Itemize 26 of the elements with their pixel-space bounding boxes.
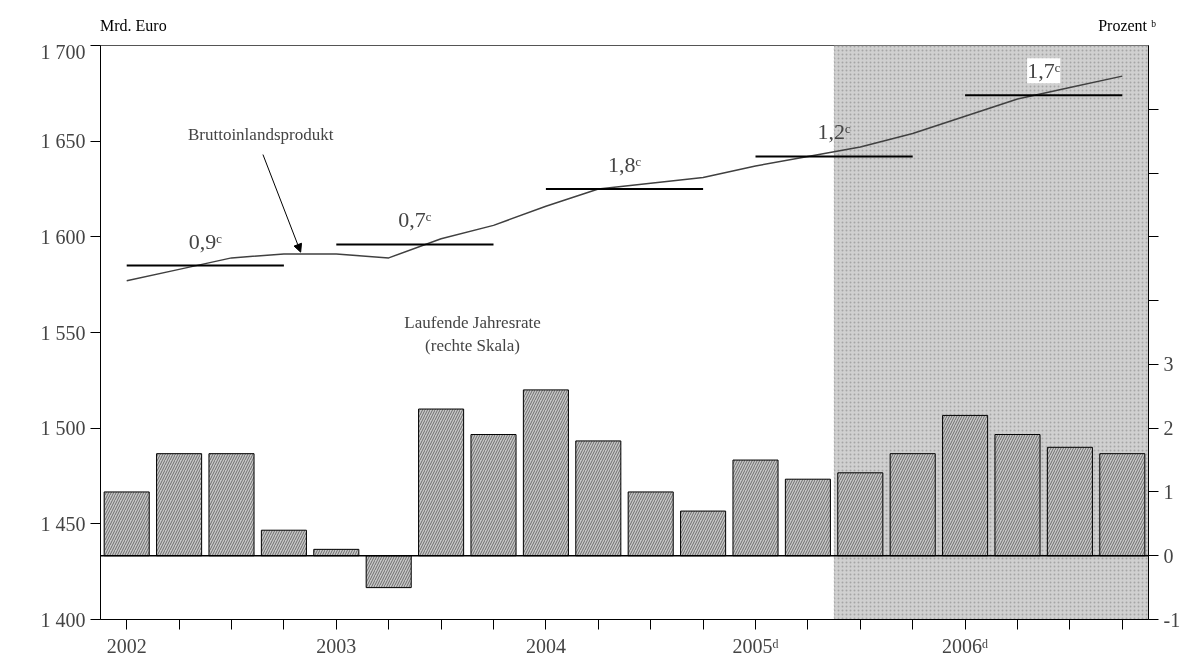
y-tick-label: 1 700 — [40, 40, 86, 63]
y-tick-label: 1 600 — [40, 225, 86, 248]
annotation: 1,2ᶜ — [817, 119, 852, 145]
x-tick-label: 2005ᵈ — [732, 634, 779, 657]
y-tick-label: 1 650 — [40, 130, 86, 153]
x-tick-label: 2006ᵈ — [941, 634, 989, 657]
y2-tick-label: 1 — [1163, 480, 1174, 503]
annotation: 1,8ᶜ — [607, 152, 642, 177]
y2-tick-label: 0 — [1163, 544, 1174, 567]
annotation: Laufende Jahresrate (rechte Skala) — [404, 313, 541, 356]
y-tick-label: 1 400 — [40, 608, 86, 631]
y-tick-label: 1 550 — [40, 321, 86, 344]
y-tick-label: 1 500 — [40, 417, 86, 440]
x-tick-label: 2004 — [525, 634, 566, 657]
annotation: 0,7ᶜ — [398, 207, 432, 233]
y2-axis-title: Prozent ᵇ — [1098, 16, 1156, 37]
x-tick-label: 2003 — [316, 634, 357, 657]
annotation: 1,7ᶜ — [1027, 58, 1061, 84]
y2-tick-label: 3 — [1163, 353, 1174, 376]
y2-tick-label: -1 — [1163, 608, 1181, 631]
y-tick-label: 1 450 — [40, 512, 86, 535]
x-tick-label: 2002 — [106, 634, 147, 657]
annotation: 0,9ᶜ — [188, 228, 223, 254]
y2-tick-label: 2 — [1163, 417, 1174, 440]
annotation: Bruttoinlandsprodukt — [187, 125, 334, 145]
y-axis-title: Mrd. Euro — [100, 16, 167, 37]
